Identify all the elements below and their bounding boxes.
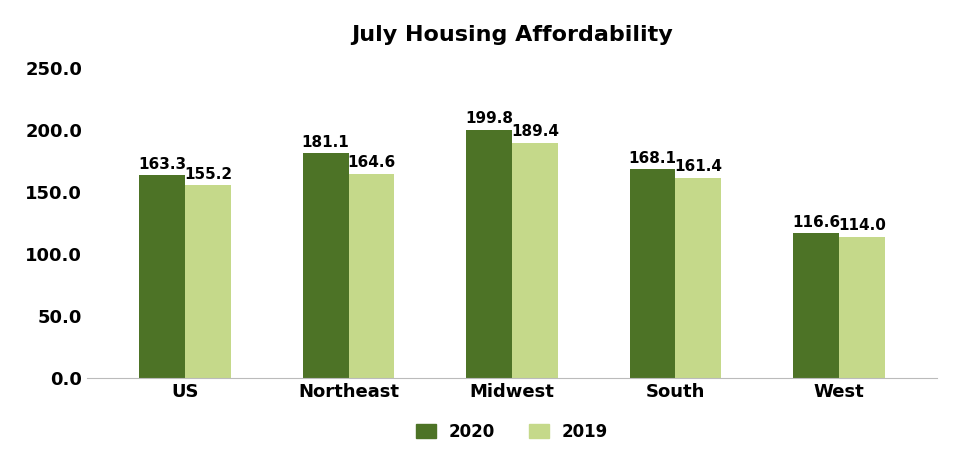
Bar	[675, 177, 722, 378]
Bar	[139, 175, 185, 378]
Text: 199.8: 199.8	[465, 111, 513, 126]
Legend: 2020, 2019: 2020, 2019	[415, 423, 609, 441]
Bar	[349, 174, 394, 378]
Bar	[467, 130, 512, 378]
Text: 114.0: 114.0	[838, 218, 886, 233]
Text: 181.1: 181.1	[301, 135, 350, 149]
Text: 163.3: 163.3	[138, 157, 186, 171]
Bar	[185, 185, 231, 378]
Text: 168.1: 168.1	[629, 151, 676, 165]
Text: 189.4: 189.4	[511, 124, 559, 139]
Text: 155.2: 155.2	[184, 167, 232, 182]
Bar	[838, 236, 885, 378]
Bar	[512, 143, 557, 378]
Bar	[302, 153, 349, 378]
Bar	[630, 169, 675, 378]
Text: 161.4: 161.4	[674, 159, 723, 174]
Text: 116.6: 116.6	[792, 214, 840, 230]
Bar	[793, 233, 838, 378]
Text: 164.6: 164.6	[347, 155, 395, 170]
Title: July Housing Affordability: July Housing Affordability	[351, 25, 673, 46]
